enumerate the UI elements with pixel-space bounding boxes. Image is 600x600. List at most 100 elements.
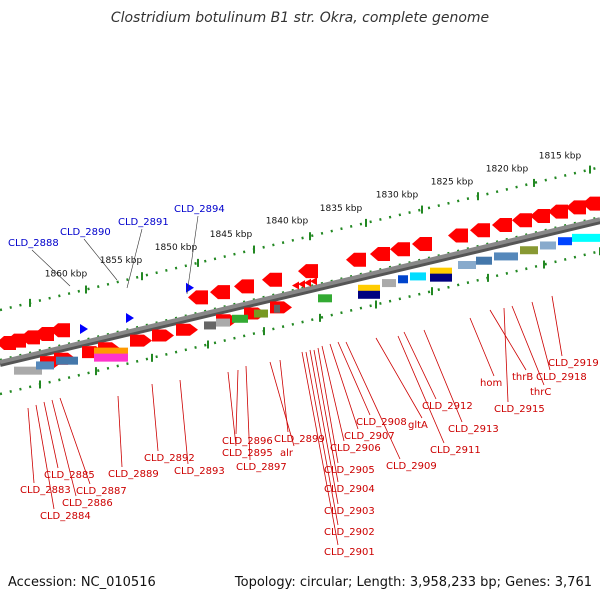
gene-arrow — [210, 285, 230, 300]
gene-arrow-small — [304, 278, 311, 287]
leader-line — [151, 383, 159, 452]
blue-gene-label: CLD_2894 — [174, 204, 225, 215]
gene-arrow — [152, 329, 174, 342]
red-gene-label: gltA — [408, 420, 428, 431]
feature-box — [94, 347, 128, 356]
gene-arrow — [470, 223, 490, 238]
red-gene-label: CLD_2902 — [324, 527, 375, 538]
leader-line — [179, 379, 189, 465]
leader-line — [51, 399, 77, 497]
feature-box — [410, 272, 426, 281]
leader-line — [186, 215, 199, 295]
leader-line — [337, 341, 371, 416]
kbp-tick-label: 1840 kbp — [266, 217, 309, 227]
red-gene-label: alr — [280, 448, 294, 459]
red-gene-labels: CLD_2883 CLD_2884 CLD_2885 CLD_2886CLD_2887… — [20, 295, 599, 558]
leader-line — [305, 351, 339, 526]
gene-arrow — [130, 334, 152, 347]
red-gene-label: CLD_2907 — [344, 431, 395, 442]
backbone-line — [0, 217, 600, 364]
red-gene-label: CLD_2904 — [324, 484, 375, 495]
leader-line — [321, 345, 345, 442]
leader-line — [329, 343, 359, 430]
feature-box — [558, 237, 572, 246]
feature-box — [572, 233, 600, 242]
blue-feature — [80, 323, 88, 334]
red-gene-label: thrB — [512, 372, 533, 383]
leader-line — [503, 307, 509, 403]
red-gene-label: CLD_2899 — [274, 434, 325, 445]
gene-arrow — [176, 323, 198, 336]
blue-gene-label: CLD_2890 — [60, 227, 111, 238]
feature-box — [232, 314, 248, 323]
gene-arrow — [582, 196, 600, 211]
feature-box — [430, 273, 452, 282]
kbp-tick-label: 1845 kbp — [210, 230, 253, 240]
leader-line — [309, 349, 339, 505]
feature-box — [358, 284, 380, 293]
gene-arrow — [34, 327, 54, 342]
gene-arrow — [566, 200, 586, 215]
leader-line — [227, 371, 237, 447]
blue-feature — [126, 313, 134, 324]
leader-line — [83, 238, 118, 281]
gene-arrow-small — [310, 277, 317, 286]
kbp-tick-label: 1830 kbp — [376, 191, 419, 201]
kbp-scale: 1815 kbp 1820 kbp 1825 kbp 1830 kbp 1835 kbp… — [45, 152, 582, 280]
red-gene-label: CLD_2918 — [536, 372, 587, 383]
kbp-tick-label: 1860 kbp — [45, 269, 88, 279]
red-gene-label: CLD_2903 — [324, 506, 375, 517]
gene-arrow — [188, 290, 208, 305]
kbp-tick-label: 1855 kbp — [100, 256, 143, 266]
gene-arrow — [346, 252, 366, 267]
leader-line — [423, 329, 463, 423]
red-gene-label: CLD_2895 — [222, 448, 273, 459]
leader-line — [27, 407, 35, 484]
feature-box — [318, 294, 332, 303]
leader-line — [313, 349, 339, 483]
gene-arrow — [370, 247, 390, 262]
feature-box — [520, 246, 538, 255]
feature-box — [204, 321, 216, 330]
kbp-tick-label: 1815 kbp — [539, 152, 582, 162]
red-gene-label: CLD_2884 — [40, 511, 91, 522]
red-gene-label: CLD_2892 — [144, 453, 195, 464]
leader-line — [489, 309, 527, 371]
red-gene-label: CLD_2908 — [356, 417, 407, 428]
leader-line — [35, 404, 55, 510]
leader-line — [551, 295, 563, 357]
leader-line — [279, 359, 289, 433]
red-gene-label: CLD_2912 — [422, 401, 473, 412]
gene-arrow — [512, 213, 532, 228]
leader-line — [31, 249, 71, 287]
feature-box — [216, 318, 230, 327]
red-gene-label: CLD_2911 — [430, 445, 481, 456]
feature-box — [382, 279, 396, 288]
red-gene-label: CLD_2893 — [174, 466, 225, 477]
feature-box — [36, 361, 54, 370]
leader-line — [375, 337, 423, 419]
leader-line — [269, 361, 295, 447]
gene-arrow — [298, 264, 318, 279]
feature-box — [94, 353, 128, 362]
accession-text: Accession: NC_010516 — [8, 575, 156, 590]
leader-line — [511, 305, 545, 386]
gene-arrow — [492, 218, 512, 232]
leader-line — [235, 369, 239, 435]
feature-box — [358, 290, 380, 299]
leader-line — [245, 365, 251, 461]
gene-arrow — [448, 228, 468, 243]
feature-box — [540, 241, 556, 250]
leader-line — [301, 351, 339, 546]
feature-box — [398, 275, 408, 284]
kbp-tick-label: 1835 kbp — [320, 204, 363, 214]
red-gene-label: CLD_2883 — [20, 485, 71, 496]
leader-line — [59, 397, 91, 485]
red-gene-label: CLD_2889 — [108, 469, 159, 480]
leader-line — [317, 347, 339, 464]
red-gene-label: CLD_2886 — [62, 498, 113, 509]
red-gene-label: CLD_2897 — [236, 462, 287, 473]
kbp-tick-label: 1825 kbp — [431, 177, 474, 187]
